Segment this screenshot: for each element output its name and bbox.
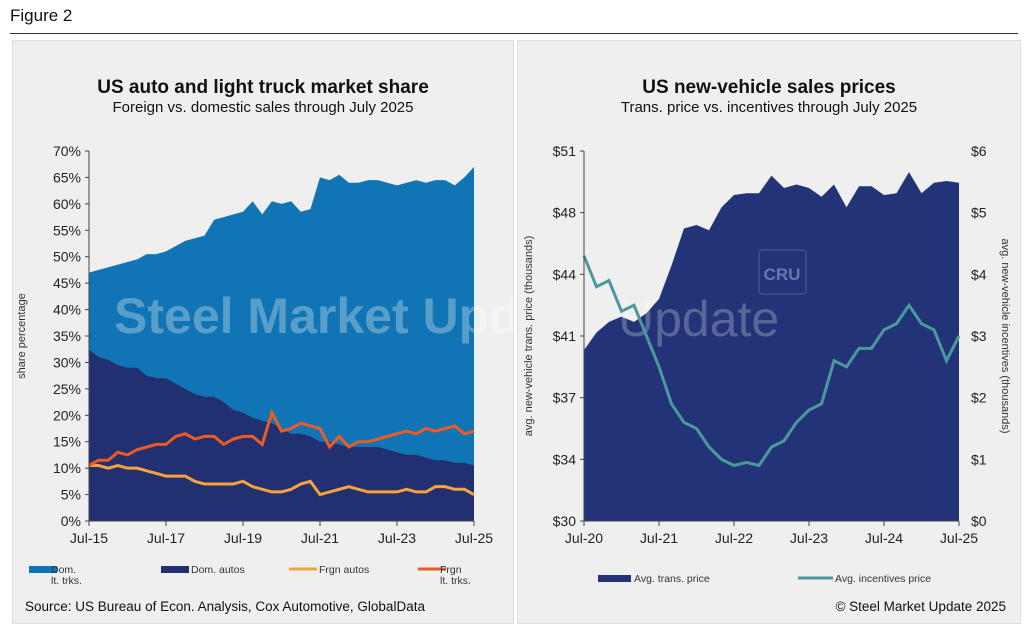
legend-label: Frgn — [440, 564, 462, 576]
chart-title: US auto and light truck market share — [97, 77, 429, 98]
legend-label: Dom. autos — [191, 564, 245, 576]
y-tick-label: 35% — [53, 328, 81, 344]
cru-logo — [758, 249, 807, 295]
legend-label: lt. trks. — [51, 575, 82, 587]
market-share-chart: Steel Market Update 0% 5% 10% 15% 20% 25% 30% 35… — [16, 143, 513, 587]
market-share-panel: US auto and light truck market share For… — [12, 40, 514, 624]
y-tick-label: $41 — [553, 328, 577, 344]
y-tick-label: 50% — [53, 249, 81, 265]
prices-chart: Update CRU $30 $34 $37 $41 $44 $48 $51 $0 $1 $2 $3 $4… — [523, 143, 1011, 585]
y-tick-label: $37 — [553, 390, 577, 406]
y-tick-label: 0% — [61, 513, 81, 529]
y-tick-label: 45% — [53, 275, 81, 291]
y2-tick-label: $5 — [971, 205, 987, 221]
x-tick-label: Jul-25 — [940, 530, 978, 546]
cru-logo-text: CRU — [764, 265, 801, 284]
y-tick-label: $34 — [553, 451, 577, 467]
y-tick-label: 65% — [53, 169, 81, 185]
trans-price-area — [584, 172, 959, 521]
y-tick-label: 55% — [53, 222, 81, 238]
x-tick-label: Jul-20 — [565, 530, 603, 546]
legend-label: Avg. incentives price — [835, 573, 931, 585]
x-tick-label: Jul-21 — [301, 530, 339, 546]
legend-swatch — [29, 566, 57, 573]
y-tick-label: 60% — [53, 196, 81, 212]
x-tick-label: Jul-23 — [378, 530, 416, 546]
copyright-note: © Steel Market Update 2025 — [835, 599, 1006, 614]
y-tick-label: 15% — [53, 434, 81, 450]
y-tick-label: 10% — [53, 460, 81, 476]
y-axis-label: avg. new-vehicle trans. price (thousands… — [523, 236, 535, 437]
figure-label: Figure 2 — [10, 6, 73, 25]
x-tick-label: Jul-25 — [455, 530, 493, 546]
y-tick-label: 30% — [53, 354, 81, 370]
chart-title: US new-vehicle sales prices — [642, 77, 896, 98]
y-tick-label: $51 — [553, 143, 577, 159]
legend-label: Avg. trans. price — [634, 573, 710, 585]
x-tick-label: Jul-17 — [147, 530, 185, 546]
x-tick-label: Jul-15 — [70, 530, 108, 546]
x-tick-label: Jul-22 — [715, 530, 753, 546]
chart-subtitle: Trans. price vs. incentives through July… — [620, 99, 918, 116]
incentives-line — [582, 255, 961, 468]
y-tick-label: $44 — [553, 266, 577, 282]
y-tick-label: $48 — [553, 205, 577, 221]
chart-subtitle: Foreign vs. domestic sales through July … — [112, 99, 414, 116]
legend-label: lt. trks. — [440, 575, 471, 587]
y-axis-label: share percentage — [16, 293, 28, 379]
y2-tick-label: $4 — [971, 266, 987, 282]
y-tick-label: 40% — [53, 302, 81, 318]
y-tick-label: 25% — [53, 381, 81, 397]
x-tick-label: Jul-24 — [865, 530, 903, 546]
y-tick-label: 5% — [61, 487, 81, 503]
y-tick-label: $30 — [553, 513, 577, 529]
legend-label: Dom. — [51, 564, 76, 576]
y2-tick-label: $3 — [971, 328, 987, 344]
frgn-autos-line — [89, 463, 475, 497]
x-tick-label: Jul-21 — [640, 530, 678, 546]
x-tick-label: Jul-19 — [224, 530, 262, 546]
prices-panel: US new-vehicle sales prices Trans. price… — [517, 40, 1021, 624]
header-rule — [10, 33, 1018, 34]
y2-tick-label: $1 — [971, 451, 987, 467]
x-tick-label: Jul-23 — [790, 530, 828, 546]
legend-label: Frgn autos — [319, 564, 369, 576]
legend-swatch — [161, 566, 189, 573]
y-tick-label: 70% — [53, 143, 81, 159]
y2-axis-label: avg. new-vehicle incentives (thousands) — [999, 238, 1011, 433]
legend-swatch — [598, 575, 631, 582]
frgn-lt-trks-line — [88, 408, 475, 467]
y2-tick-label: $2 — [971, 390, 987, 406]
y2-tick-label: $6 — [971, 143, 987, 159]
y-tick-label: 20% — [53, 407, 81, 423]
dom-autos-area — [89, 349, 474, 521]
watermark: Steel Market Update — [114, 288, 513, 344]
source-note: Source: US Bureau of Econ. Analysis, Cox… — [25, 599, 425, 614]
y2-tick-label: $0 — [971, 513, 987, 529]
watermark: Update — [618, 291, 779, 347]
